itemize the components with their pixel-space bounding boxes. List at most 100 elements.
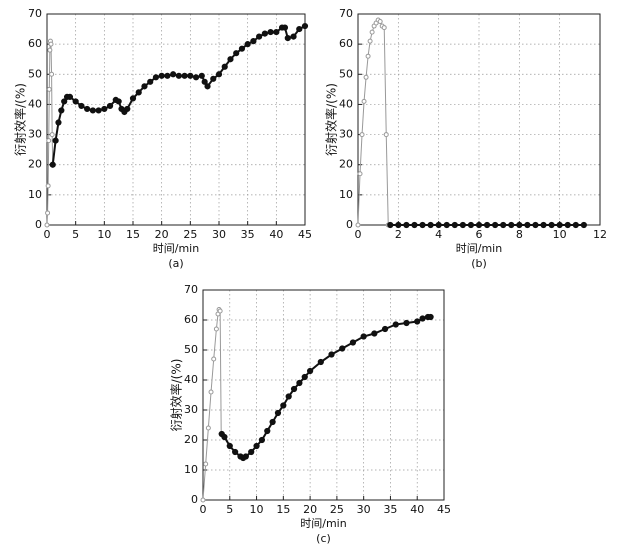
x-tick-label: 12 <box>593 228 607 241</box>
x-tick-label: 5 <box>72 228 79 241</box>
y-axis-label: 衍射效率/(%) <box>13 83 28 156</box>
y-tick-label: 60 <box>184 313 198 326</box>
x-tick-label: 25 <box>330 503 344 516</box>
x-tick-label: 20 <box>155 228 169 241</box>
y-tick-label: 10 <box>184 463 198 476</box>
y-tick-label: 20 <box>339 158 353 171</box>
y-tick-label: 40 <box>339 97 353 110</box>
data-point <box>213 326 219 332</box>
data-point <box>403 319 410 327</box>
y-tick-label: 0 <box>191 493 198 506</box>
series-line <box>51 25 306 165</box>
y-tick-label: 20 <box>184 433 198 446</box>
x-tick-label: 4 <box>435 228 442 241</box>
data-point <box>253 442 260 450</box>
data-point <box>296 379 303 387</box>
data-point <box>360 333 367 340</box>
data-point <box>233 50 240 57</box>
data-point <box>381 25 387 31</box>
data-point <box>261 30 268 37</box>
y-tick-label: 30 <box>339 128 353 141</box>
data-point <box>572 221 579 229</box>
data-point <box>540 221 547 229</box>
data-point <box>256 33 263 40</box>
x-tick-label: 35 <box>383 503 397 516</box>
data-point <box>392 321 399 328</box>
data-point <box>164 72 171 79</box>
chart: 0 10 20 30 40 50 60 70 0 5 10 15 20 25 30 35 40 45 时间/min 衍… <box>169 283 452 545</box>
data-point <box>49 132 55 138</box>
y-tick-label: 60 <box>339 37 353 50</box>
data-point <box>203 461 209 467</box>
data-point <box>170 71 177 78</box>
data-point <box>349 339 357 346</box>
data-point <box>492 221 499 229</box>
data-point <box>200 497 206 503</box>
data-point <box>532 221 539 229</box>
x-tick-label: 15 <box>126 228 140 241</box>
data-point <box>227 56 234 63</box>
y-tick-label: 60 <box>28 37 42 50</box>
data-point <box>46 86 52 92</box>
x-tick-label: 40 <box>269 228 283 241</box>
data-point <box>258 436 266 444</box>
data-point <box>95 107 102 114</box>
data-point <box>201 78 208 85</box>
data-point <box>395 221 402 229</box>
data-point <box>221 433 228 441</box>
x-tick-label: 30 <box>212 228 226 241</box>
plot-frame <box>46 13 306 226</box>
y-tick-label: 40 <box>28 97 42 110</box>
data-point <box>483 221 491 229</box>
data-point <box>221 63 228 70</box>
data-point <box>367 38 373 44</box>
x-tick-label: 6 <box>476 228 483 241</box>
data-point <box>211 356 217 362</box>
y-axis-label: 衍射效率/(%) <box>324 83 339 156</box>
data-point <box>280 402 287 409</box>
data-point <box>516 221 523 229</box>
data-point <box>52 137 59 144</box>
data-point <box>361 98 367 104</box>
data-point <box>48 41 54 47</box>
chart: 0 10 20 30 40 50 60 70 0 5 10 15 20 25 30 35 40 45 时间/min 衍… <box>13 7 313 270</box>
data-point <box>204 83 211 90</box>
data-point <box>44 222 50 228</box>
data-point <box>72 98 79 105</box>
data-point <box>78 102 85 110</box>
data-point <box>198 72 205 79</box>
data-point <box>232 448 239 456</box>
y-tick-label: 70 <box>339 7 353 20</box>
y-tick-label: 30 <box>28 128 42 141</box>
data-point <box>115 98 122 105</box>
x-tick-label: 10 <box>553 228 567 241</box>
data-point <box>427 313 434 321</box>
plot-frame <box>202 289 445 501</box>
data-point <box>328 351 335 358</box>
x-tick-label: 25 <box>183 228 197 241</box>
data-point <box>217 308 223 314</box>
data-point <box>46 138 52 144</box>
data-point <box>175 72 182 79</box>
y-tick-label: 40 <box>184 373 198 386</box>
data-point <box>58 107 65 114</box>
y-tick-label: 10 <box>339 188 353 201</box>
x-axis-label: 时间/min <box>456 242 502 255</box>
y-tick-label: 0 <box>35 218 42 231</box>
data-point <box>301 373 308 381</box>
data-point <box>208 389 214 395</box>
data-point <box>377 19 383 25</box>
data-point <box>192 74 200 81</box>
data-point <box>106 102 114 110</box>
data-point <box>296 25 303 33</box>
data-point <box>89 107 96 114</box>
y-tick-label: 70 <box>28 7 42 20</box>
data-point <box>135 89 142 96</box>
data-point <box>365 53 371 59</box>
caption: (c) <box>316 532 331 545</box>
x-tick-label: 10 <box>250 503 264 516</box>
y-tick-label: 50 <box>339 67 353 80</box>
data-point <box>290 385 298 393</box>
data-point <box>414 318 421 325</box>
